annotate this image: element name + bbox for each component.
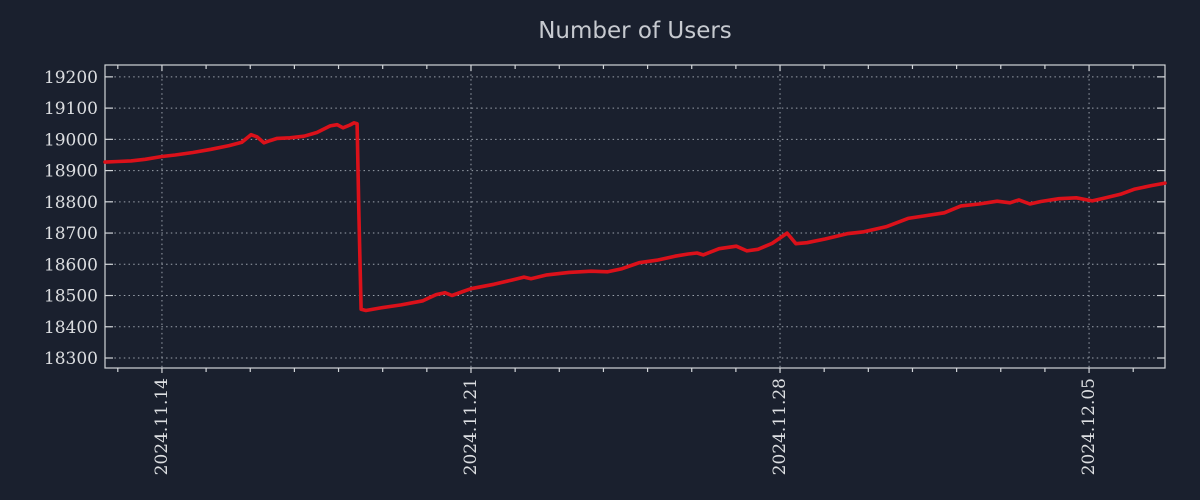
users-series-line bbox=[103, 121, 1167, 313]
label-layer: 19200 19100 19000 18900 18800 18700 18600 18500… bbox=[44, 68, 1099, 475]
y-axis-tick-label: 18800 bbox=[44, 193, 98, 213]
x-axis-date-label: 2024.11.21 bbox=[461, 378, 481, 475]
y-axis-tick-label: 18600 bbox=[44, 255, 98, 275]
x-axis-date-label: 2024.11.14 bbox=[152, 378, 172, 475]
plot-border bbox=[104, 64, 1166, 369]
y-axis-tick-label: 18400 bbox=[44, 318, 98, 338]
chart-title: Number of Users bbox=[538, 18, 732, 44]
grid-layer bbox=[105, 65, 1165, 368]
y-axis-tick-label: 18500 bbox=[44, 287, 98, 307]
x-axis-date-label: 2024.11.28 bbox=[770, 378, 790, 475]
x-axis-date-label: 2024.12.05 bbox=[1079, 378, 1099, 475]
series-layer bbox=[103, 121, 1167, 313]
tick-layer bbox=[105, 65, 1165, 373]
y-axis-tick-label: 19000 bbox=[44, 130, 98, 150]
y-axis-tick-label: 18300 bbox=[44, 349, 98, 369]
y-axis-tick-label: 19100 bbox=[44, 99, 98, 119]
y-axis-tick-label: 18900 bbox=[44, 162, 98, 182]
y-axis-tick-label: 18700 bbox=[44, 224, 98, 244]
y-axis-tick-label: 19200 bbox=[44, 68, 98, 88]
